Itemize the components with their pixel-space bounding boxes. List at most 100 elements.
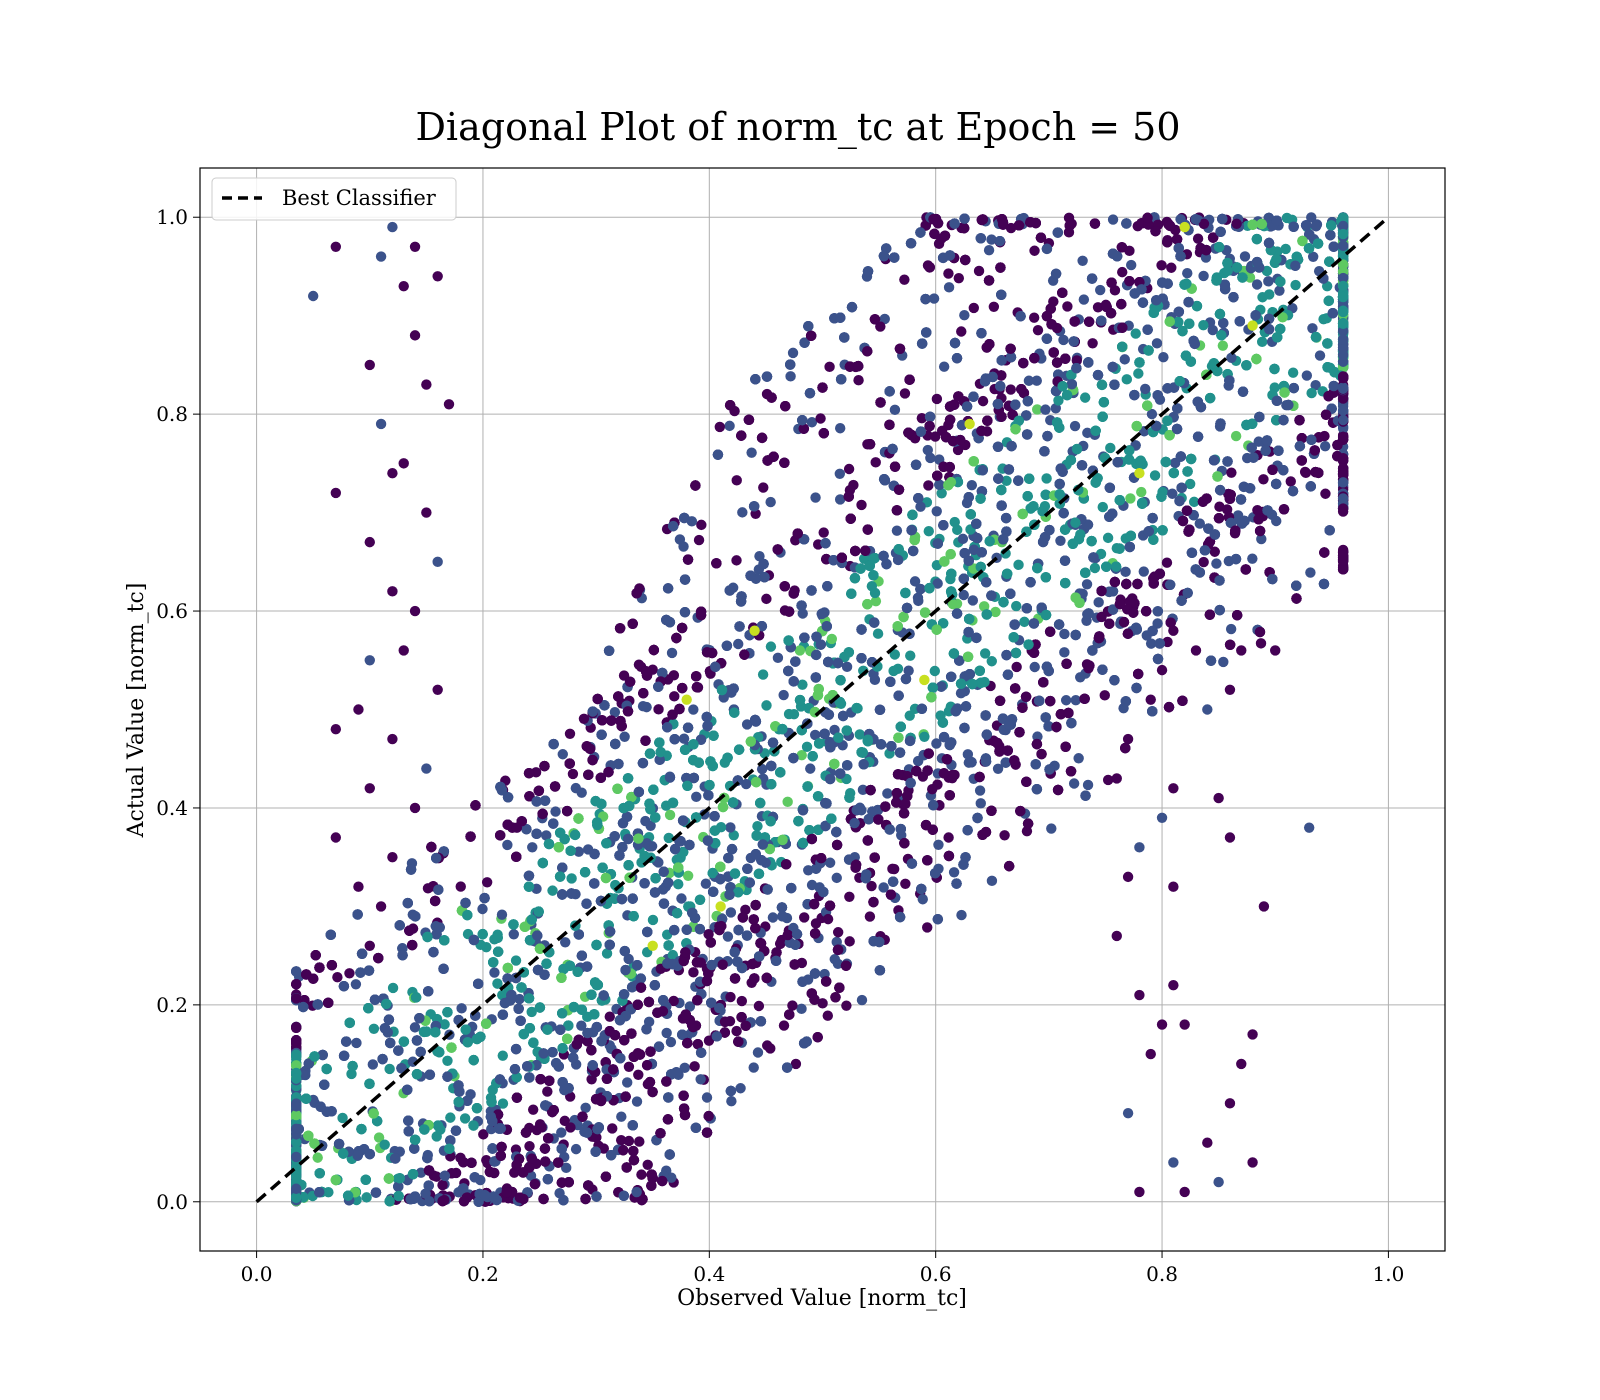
- scatter-point: [1083, 780, 1093, 790]
- scatter-point: [527, 842, 537, 852]
- scatter-point: [758, 669, 768, 679]
- scatter-point: [1082, 579, 1092, 589]
- scatter-point: [1062, 301, 1072, 311]
- scatter-point: [566, 873, 576, 883]
- scatter-point: [949, 867, 959, 877]
- scatter-point: [758, 482, 768, 492]
- scatter-point: [384, 1064, 394, 1074]
- scatter-point: [870, 675, 880, 685]
- scatter-point: [605, 1011, 615, 1021]
- scatter-point: [900, 879, 910, 889]
- scatter-point: [924, 526, 934, 536]
- scatter-point: [726, 907, 736, 917]
- scatter-point: [565, 1122, 575, 1132]
- scatter-point: [1226, 624, 1236, 634]
- scatter-point: [1226, 353, 1236, 363]
- scatter-point: [547, 885, 557, 895]
- scatter-point: [1256, 638, 1266, 648]
- scatter-point: [1053, 395, 1063, 405]
- scatter-point: [580, 1103, 590, 1113]
- scatter-point: [788, 348, 798, 358]
- scatter-point: [695, 1074, 705, 1084]
- scatter-point: [1240, 251, 1250, 261]
- scatter-point: [511, 955, 521, 965]
- scatter-point: [565, 729, 575, 739]
- scatter-point: [1198, 557, 1208, 567]
- scatter-point: [933, 840, 943, 850]
- scatter-point: [927, 784, 937, 794]
- scatter-point: [1264, 289, 1274, 299]
- scatter-point: [571, 1144, 581, 1154]
- scatter-point: [380, 1140, 390, 1150]
- point-cloud: [291, 212, 1348, 1207]
- scatter-point: [1077, 256, 1087, 266]
- scatter-point: [1040, 404, 1050, 414]
- scatter-point: [1070, 421, 1080, 431]
- scatter-point: [1125, 493, 1135, 503]
- scatter-point: [489, 967, 499, 977]
- scatter-point: [761, 700, 771, 710]
- scatter-point: [1108, 214, 1118, 224]
- scatter-point: [636, 1169, 646, 1179]
- scatter-point: [688, 967, 698, 977]
- scatter-point: [899, 274, 909, 284]
- scatter-point: [1226, 467, 1236, 477]
- scatter-point: [978, 396, 988, 406]
- scatter-point: [1288, 367, 1298, 377]
- scatter-point: [1182, 268, 1192, 278]
- scatter-point: [1156, 260, 1166, 270]
- scatter-point: [1041, 473, 1051, 483]
- scatter-point: [841, 1000, 851, 1010]
- scatter-point: [1122, 374, 1132, 384]
- scatter-point: [1320, 489, 1330, 499]
- scatter-point: [905, 651, 915, 661]
- scatter-point: [1105, 443, 1115, 453]
- scatter-point: [726, 1096, 736, 1106]
- scatter-point: [999, 830, 1009, 840]
- scatter-point: [939, 362, 949, 372]
- scatter-point: [368, 1059, 378, 1069]
- scatter-point: [842, 662, 852, 672]
- scatter-point: [1033, 325, 1043, 335]
- scatter-point: [643, 1160, 653, 1170]
- scatter-point: [1281, 244, 1291, 254]
- scatter-point: [1247, 553, 1257, 563]
- scatter-point: [638, 701, 648, 711]
- scatter-point: [823, 914, 833, 924]
- scatter-point: [956, 910, 966, 920]
- scatter-point: [477, 904, 487, 914]
- scatter-point: [1011, 662, 1021, 672]
- scatter-point: [737, 507, 747, 517]
- scatter-point: [1158, 352, 1168, 362]
- scatter-point: [865, 911, 875, 921]
- scatter-point: [802, 742, 812, 752]
- scatter-point: [733, 639, 743, 649]
- scatter-point: [558, 749, 568, 759]
- scatter-point: [980, 648, 990, 658]
- scatter-point: [1011, 601, 1021, 611]
- scatter-point: [888, 666, 898, 676]
- scatter-point: [633, 1070, 643, 1080]
- scatter-point: [833, 927, 843, 937]
- scatter-point: [676, 893, 686, 903]
- scatter-point: [1139, 566, 1149, 576]
- scatter-point: [779, 1020, 789, 1030]
- scatter-point: [524, 1141, 534, 1151]
- scatter-point: [1120, 567, 1130, 577]
- scatter-point: [1131, 328, 1141, 338]
- scatter-point: [502, 840, 512, 850]
- scatter-point: [1302, 370, 1312, 380]
- scatter-point: [825, 858, 835, 868]
- scatter-point: [984, 245, 994, 255]
- scatter-point: [1058, 335, 1068, 345]
- scatter-point: [752, 821, 762, 831]
- scatter-point: [918, 894, 928, 904]
- scatter-point: [577, 788, 587, 798]
- scatter-point: [1080, 392, 1090, 402]
- scatter-point: [1252, 505, 1262, 515]
- scatter-point: [932, 506, 942, 516]
- scatter-point: [1098, 502, 1108, 512]
- scatter-point: [925, 453, 935, 463]
- scatter-point: [1257, 337, 1267, 347]
- scatter-point: [1305, 567, 1315, 577]
